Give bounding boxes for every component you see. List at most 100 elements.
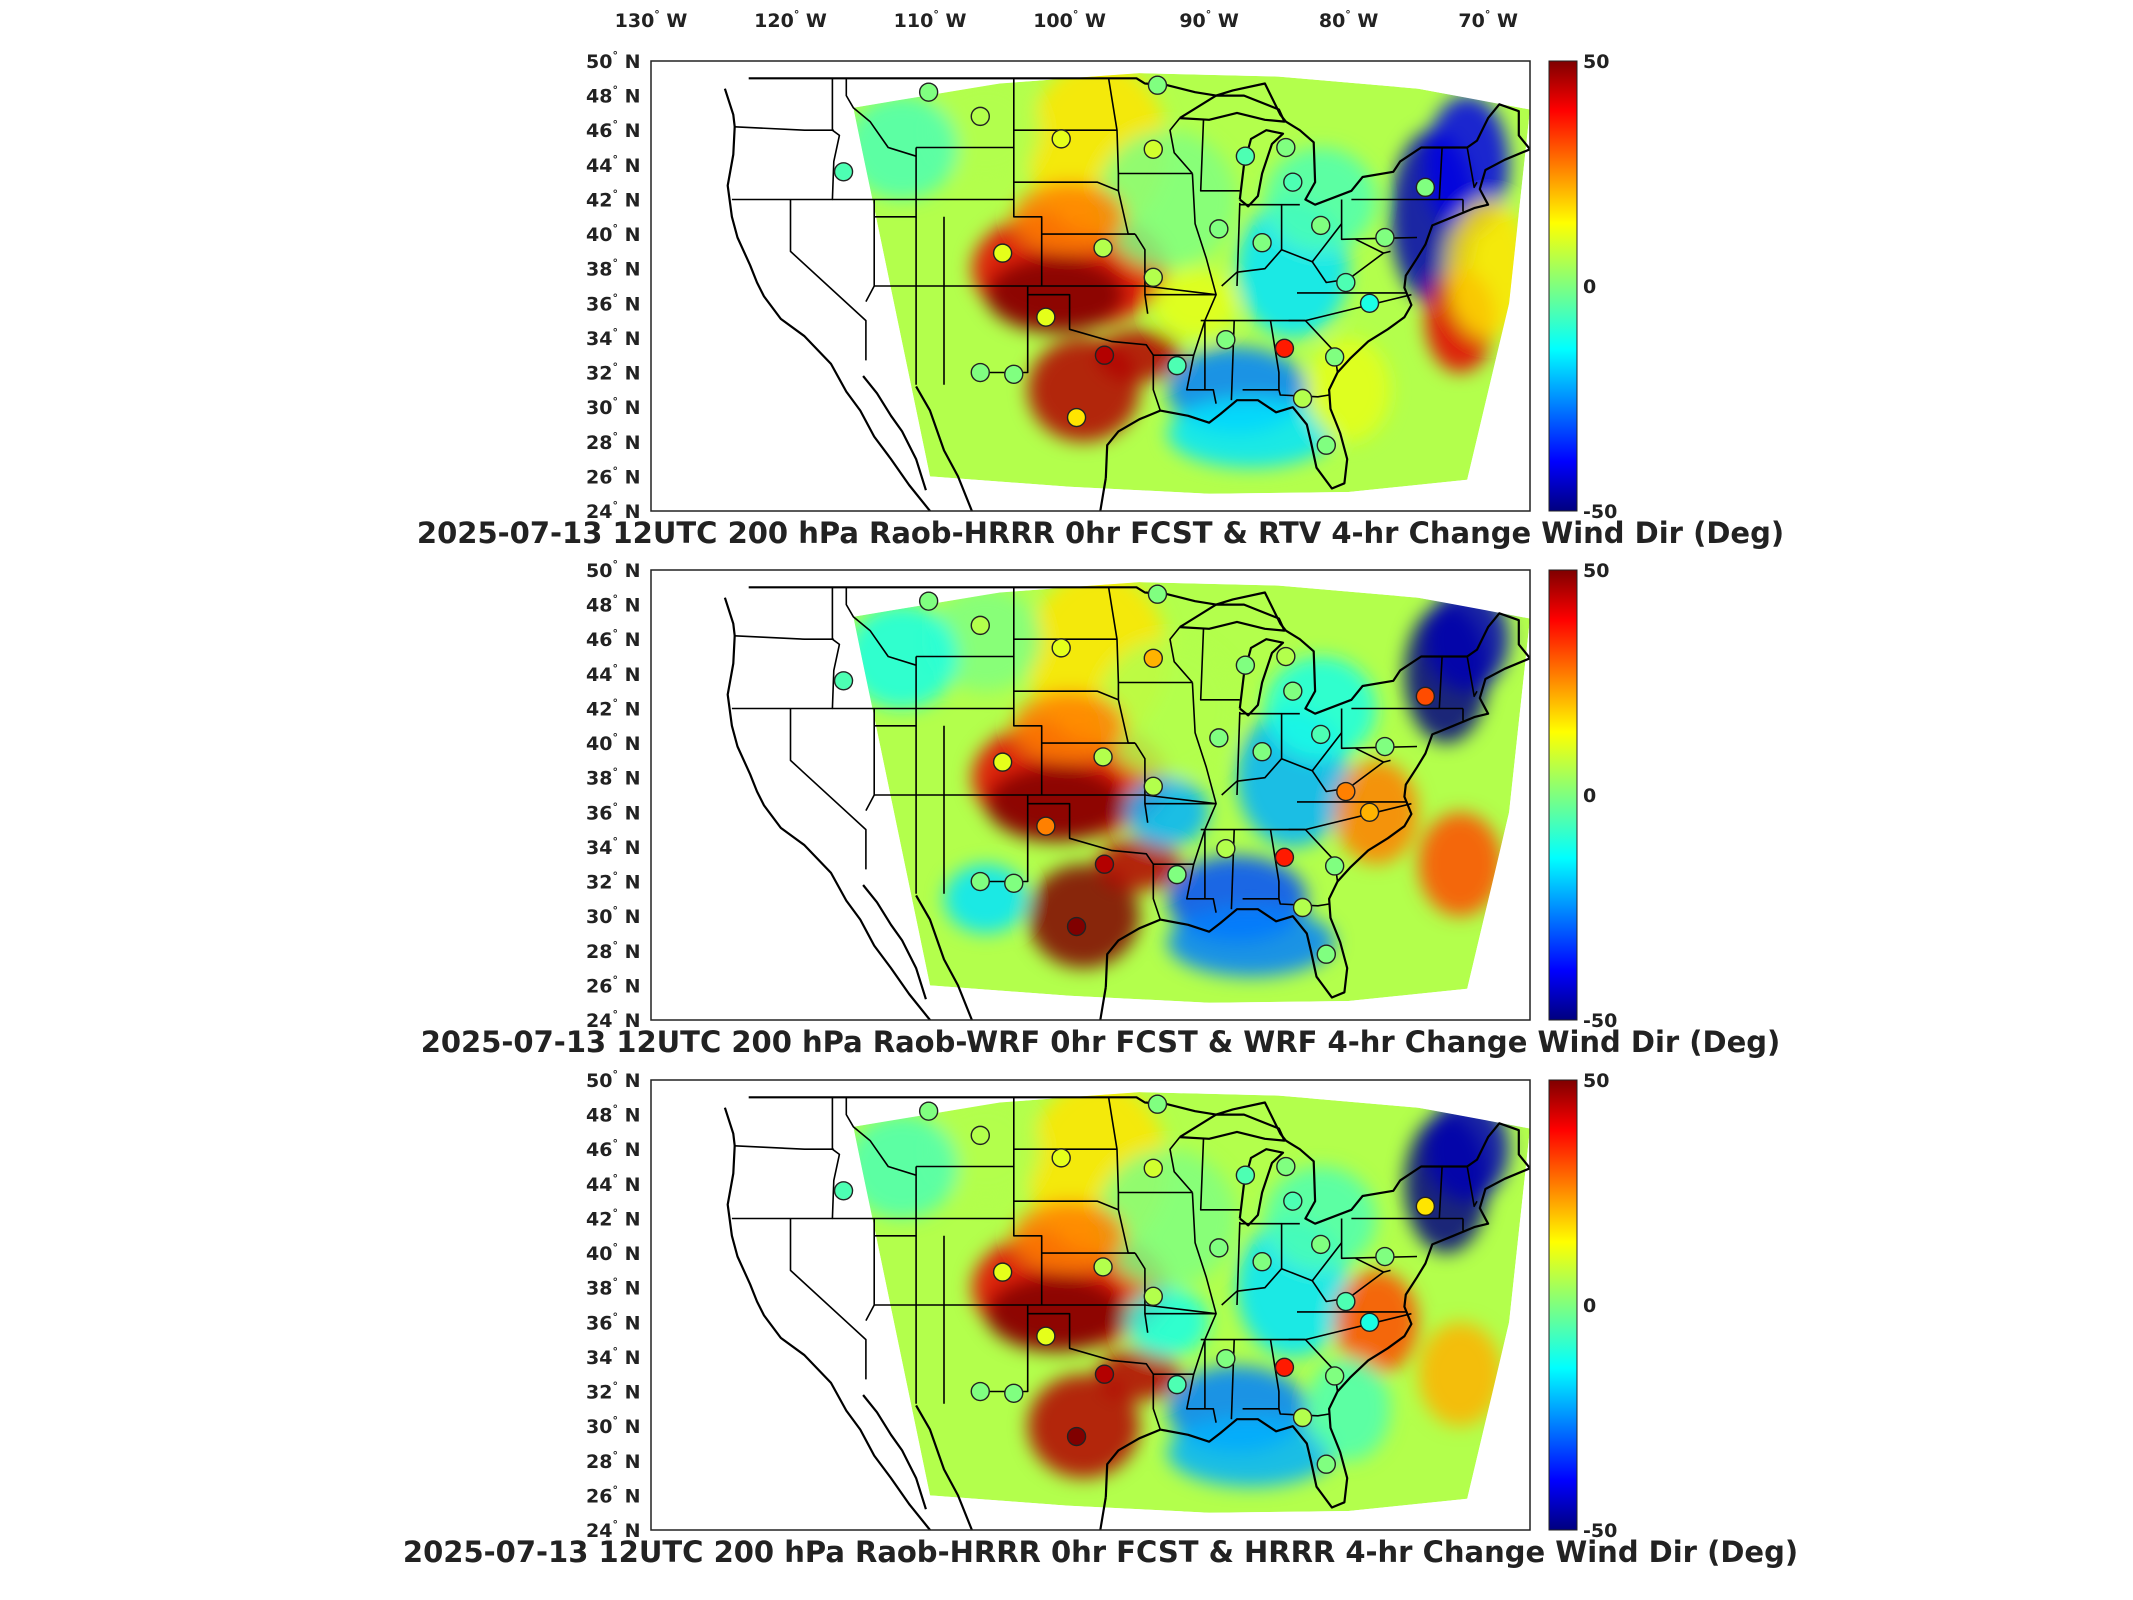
raob-station-marker	[1359, 293, 1380, 314]
state-border	[1013, 690, 1119, 701]
coastline	[1179, 603, 1286, 632]
raob-station-marker	[970, 362, 990, 383]
raob-station-marker	[1094, 854, 1115, 874]
raob-station-marker	[1004, 364, 1024, 384]
state-border	[1355, 238, 1384, 254]
state-border	[1013, 181, 1119, 192]
raob-station-marker	[1375, 227, 1395, 248]
wind-dir-change-field	[853, 1092, 1530, 1513]
state-border	[845, 1097, 917, 1176]
raob-station-marker	[1143, 139, 1163, 159]
field-blob	[1027, 864, 1140, 969]
raob-station-marker	[918, 82, 939, 102]
raob-station-marker	[1292, 1407, 1313, 1428]
lat-tick-label: 42° N	[586, 187, 640, 211]
raob-station-marker	[1375, 1246, 1395, 1267]
field-blob	[1306, 1356, 1391, 1461]
lat-tick-label: 46° N	[586, 118, 640, 142]
chart-title: 2025-07-13 12UTC 200 hPa Raob-HRRR 0hr F…	[403, 1535, 1798, 1569]
state-border	[874, 285, 1217, 296]
state-border	[1134, 742, 1149, 823]
coastline	[862, 375, 927, 491]
raob-station-marker	[1274, 847, 1295, 868]
raob-station-marker	[833, 162, 854, 182]
state-border	[789, 199, 867, 361]
field-blob	[1125, 1287, 1210, 1357]
state-border	[1134, 233, 1149, 314]
colorbar-tick-label: -50	[1583, 1520, 1617, 1542]
state-border	[1438, 656, 1443, 709]
lon-tick-label: 110° W	[894, 8, 967, 32]
raob-station-marker	[1209, 1238, 1229, 1258]
raob-station-marker	[1276, 1156, 1296, 1177]
field-blob	[1167, 907, 1335, 977]
chart-panel-3: 50° N 48° N 46° N 44° N 42° N 40° N 38° N 36° N…	[403, 1068, 1798, 1569]
raob-station-marker	[1167, 1374, 1187, 1395]
colorbar	[1548, 1079, 1578, 1531]
coastline	[723, 597, 931, 1020]
raob-station-marker	[1051, 638, 1071, 658]
lat-tick-label: 26° N	[586, 973, 640, 997]
lat-tick-label: 30° N	[586, 1414, 640, 1438]
coastline	[1104, 1167, 1530, 1509]
raob-station-marker	[918, 591, 939, 611]
state-border	[1242, 829, 1280, 900]
raob-station-marker	[1216, 838, 1236, 859]
state-border	[1230, 829, 1235, 910]
field-blob	[1446, 199, 1530, 338]
lat-tick-label: 50° N	[586, 49, 640, 73]
coastline	[1179, 94, 1286, 123]
lat-tick-label: 30° N	[586, 904, 640, 928]
coastline	[1099, 477, 1107, 511]
raob-station-marker	[1093, 238, 1113, 258]
longitude-axis-labels: 130° W 120° W 110° W 100° W 90° W 80° W 70° W	[615, 8, 1518, 32]
lat-tick-label: 40° N	[586, 731, 640, 755]
raob-station-marker	[1336, 781, 1356, 802]
colorbar-tick-label: -50	[1583, 1010, 1617, 1032]
raob-station-marker	[970, 106, 990, 127]
lon-tick-label: 130° W	[615, 8, 688, 32]
lat-tick-label: 28° N	[586, 1449, 640, 1473]
colorbar-tick-label: 50	[1583, 1070, 1609, 1092]
state-border	[977, 795, 1029, 883]
state-border	[874, 794, 1217, 805]
field-blob	[1167, 1417, 1335, 1487]
field-blob	[1027, 1374, 1140, 1479]
raob-station-marker	[1209, 728, 1229, 748]
lat-tick-label: 32° N	[586, 870, 640, 894]
lat-tick-label: 48° N	[586, 84, 640, 108]
raob-station-marker	[1324, 1366, 1345, 1386]
coastline	[1099, 986, 1107, 1020]
state-border	[977, 286, 1029, 374]
coastline	[748, 77, 1530, 206]
raob-station-marker	[1066, 407, 1087, 428]
lat-tick-label: 24° N	[586, 1008, 640, 1032]
raob-station-marker	[1235, 146, 1256, 166]
lat-tick-label: 36° N	[586, 1310, 640, 1334]
lat-tick-label: 34° N	[586, 326, 640, 350]
raob-station-marker	[1036, 816, 1056, 836]
state-border	[1027, 1312, 1162, 1430]
chart-panel-2: 50° N 48° N 46° N 44° N 42° N 40° N 38° N 36° N…	[421, 558, 1781, 1059]
colorbar-tick-label: 0	[1583, 1295, 1596, 1317]
field-blob	[1167, 398, 1335, 468]
state-border	[1199, 119, 1240, 192]
coastline	[1104, 148, 1530, 490]
raob-station-marker	[1004, 873, 1024, 893]
raob-station-marker	[1274, 338, 1295, 359]
raob-station-marker	[1066, 1426, 1087, 1447]
field-blob	[1418, 1322, 1503, 1427]
field-blob	[1425, 587, 1510, 692]
raob-station-marker	[992, 243, 1013, 263]
state-border	[1221, 1242, 1343, 1306]
raob-station-marker	[1283, 172, 1303, 192]
lat-tick-label: 40° N	[586, 1241, 640, 1265]
map-frame	[650, 60, 1531, 512]
raob-station-marker	[1336, 272, 1356, 293]
state-border	[1230, 1339, 1235, 1420]
raob-station-marker	[1093, 1257, 1113, 1277]
raob-station-marker	[1143, 648, 1163, 668]
raob-station-marker	[1066, 916, 1087, 937]
raob-station-marker	[1415, 686, 1436, 707]
state-border	[1355, 747, 1384, 763]
